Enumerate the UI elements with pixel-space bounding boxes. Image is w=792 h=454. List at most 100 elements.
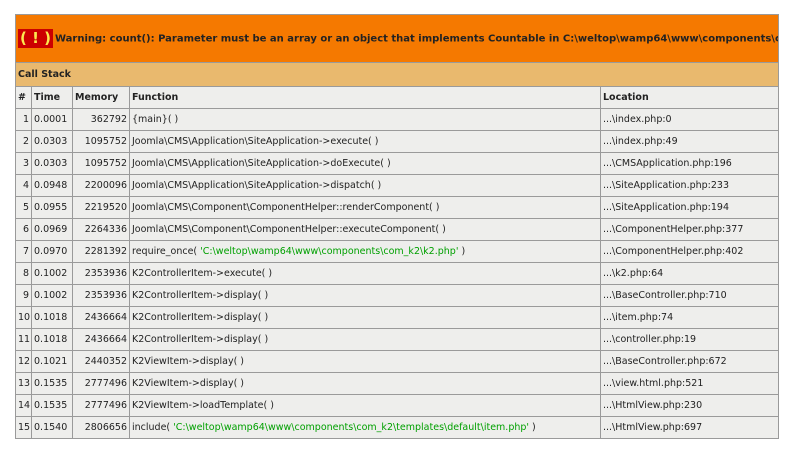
frame-memory: 2436664 [72, 328, 130, 351]
function-call: include( [132, 422, 171, 433]
function-close: ) [529, 422, 536, 433]
stack-row: 14 0.1535 2777496 K2ViewItem->loadTemplate(… [15, 394, 780, 417]
frame-memory: 362792 [72, 108, 130, 131]
frame-time: 0.1002 [31, 262, 73, 285]
function-call: Joomla\CMS\Application\SiteApplication->… [132, 158, 391, 169]
frame-number: 2 [15, 130, 32, 153]
frame-location: ...\index.php:0 [599, 108, 780, 131]
stack-row: 7 0.0970 2281392 require_once( 'C:\weltop\w… [15, 240, 780, 263]
stack-row: 11 0.1018 2436664 K2ControllerItem->display… [15, 328, 780, 351]
stack-row: 13 0.1535 2777496 K2ViewItem->display( )...… [15, 372, 780, 395]
function-call: Joomla\CMS\Component\ComponentHelper::re… [132, 202, 440, 213]
stack-row: 4 0.0948 2200096 Joomla\CMS\Application\Sit… [15, 174, 780, 197]
frame-location: ...\ComponentHelper.php:402 [599, 240, 780, 263]
frame-location: ...\CMSApplication.php:196 [599, 152, 780, 175]
frame-time: 0.1535 [31, 394, 73, 417]
table-body: ( ! ) Warning: count(): Parameter must be… [14, 14, 780, 439]
frame-memory: 1095752 [72, 152, 130, 175]
frame-function: {main}( ) [129, 108, 601, 131]
frame-time: 0.0970 [31, 240, 73, 263]
stack-row: 5 0.0955 2219520 Joomla\CMS\Component\Compo… [15, 196, 780, 219]
header-row: # Time Memory Function Location [15, 86, 780, 109]
function-call: K2ControllerItem->display( ) [132, 290, 269, 301]
frame-time: 0.0303 [31, 152, 73, 175]
frame-memory: 2264336 [72, 218, 130, 241]
frame-function: require_once( 'C:\weltop\wamp64\www\comp… [129, 240, 601, 263]
function-argument: 'C:\weltop\wamp64\www\components\com_k2\… [197, 246, 459, 257]
warning-row: ( ! ) Warning: count(): Parameter must be… [14, 14, 780, 63]
frame-time: 0.1535 [31, 372, 73, 395]
stack-row: 9 0.1002 2353936 K2ControllerItem->display(… [15, 284, 780, 307]
frame-function: K2ControllerItem->execute( ) [129, 262, 601, 285]
frame-number: 3 [15, 152, 32, 175]
frame-memory: 2436664 [72, 306, 130, 329]
warning-message: Warning: count(): Parameter must be an a… [55, 33, 778, 45]
function-call: K2ViewItem->display( ) [132, 356, 244, 367]
function-call: require_once( [132, 246, 198, 257]
frame-memory: 2353936 [72, 262, 130, 285]
frame-memory: 2777496 [72, 394, 130, 417]
stack-row: 10 0.1018 2436664 K2ControllerItem->display… [15, 306, 780, 329]
frame-location: ...\SiteApplication.php:194 [599, 196, 780, 219]
stack-row: 3 0.0303 1095752 Joomla\CMS\Application\Sit… [15, 152, 780, 175]
column-header: Memory [72, 86, 130, 109]
frame-number: 14 [15, 394, 32, 417]
xdebug-error: ( ! ) Warning: count(): Parameter must be… [14, 14, 780, 439]
function-call: K2ControllerItem->execute( ) [132, 268, 273, 279]
frame-number: 12 [15, 350, 32, 373]
frame-memory: 2219520 [72, 196, 130, 219]
frame-function: K2ControllerItem->display( ) [129, 306, 601, 329]
frame-time: 0.1018 [31, 328, 73, 351]
frame-function: Joomla\CMS\Component\ComponentHelper::re… [129, 196, 601, 219]
function-call: K2ControllerItem->display( ) [132, 334, 269, 345]
frame-number: 5 [15, 196, 32, 219]
call-stack-row: Call Stack [14, 62, 780, 87]
frame-function: K2ControllerItem->display( ) [129, 284, 601, 307]
function-call: K2ControllerItem->display( ) [132, 312, 269, 323]
frame-memory: 2777496 [72, 372, 130, 395]
frame-time: 0.0969 [31, 218, 73, 241]
frame-location: ...\item.php:74 [599, 306, 780, 329]
call-stack-title: Call Stack [14, 62, 780, 87]
frame-memory: 2806656 [72, 416, 130, 439]
frame-function: K2ControllerItem->display( ) [129, 328, 601, 351]
frame-time: 0.0303 [31, 130, 73, 153]
frame-function: Joomla\CMS\Component\ComponentHelper::ex… [129, 218, 601, 241]
frame-location: ...\controller.php:19 [599, 328, 780, 351]
frame-memory: 2200096 [72, 174, 130, 197]
column-header: # [15, 86, 32, 109]
stack-row: 15 0.1540 2806656 include( 'C:\weltop\wamp6… [15, 416, 780, 439]
frame-location: ...\HtmlView.php:697 [599, 416, 780, 439]
stack-row: 8 0.1002 2353936 K2ControllerItem->execute(… [15, 262, 780, 285]
function-call: {main}( ) [132, 114, 179, 125]
frame-number: 15 [15, 416, 32, 439]
frame-memory: 2440352 [72, 350, 130, 373]
frame-time: 0.1540 [31, 416, 73, 439]
frame-time: 0.1018 [31, 306, 73, 329]
frame-function: Joomla\CMS\Application\SiteApplication->… [129, 174, 601, 197]
frame-location: ...\view.html.php:521 [599, 372, 780, 395]
stack-row: 6 0.0969 2264336 Joomla\CMS\Component\Compo… [15, 218, 780, 241]
frame-location: ...\HtmlView.php:230 [599, 394, 780, 417]
frame-location: ...\BaseController.php:672 [599, 350, 780, 373]
frame-number: 13 [15, 372, 32, 395]
function-call: Joomla\CMS\Application\SiteApplication->… [132, 136, 379, 147]
column-header: Function [129, 86, 601, 109]
frame-number: 1 [15, 108, 32, 131]
frame-location: ...\k2.php:64 [599, 262, 780, 285]
frame-memory: 1095752 [72, 130, 130, 153]
frame-function: Joomla\CMS\Application\SiteApplication->… [129, 130, 601, 153]
function-close: ) [458, 246, 466, 257]
warning-icon: ( ! ) [18, 28, 53, 48]
column-header: Time [31, 86, 73, 109]
frame-function: Joomla\CMS\Application\SiteApplication->… [129, 152, 601, 175]
frame-time: 0.0955 [31, 196, 73, 219]
function-call: Joomla\CMS\Application\SiteApplication->… [132, 180, 382, 191]
frame-location: ...\BaseController.php:710 [599, 284, 780, 307]
stack-row: 1 0.0001 362792 {main}( ) ...\index.php:0 [15, 108, 780, 131]
stack-row: 2 0.0303 1095752 Joomla\CMS\Application\Sit… [15, 130, 780, 153]
frame-function: K2ViewItem->display( ) [129, 350, 601, 373]
frame-memory: 2281392 [72, 240, 130, 263]
column-header: Location [599, 86, 780, 109]
